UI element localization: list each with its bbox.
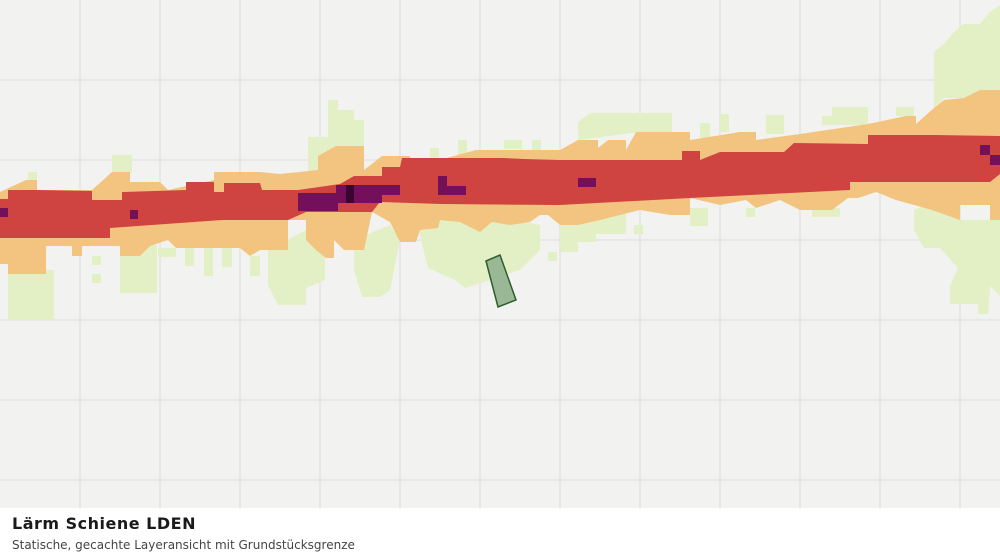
noise-zone-very-high xyxy=(0,145,1000,219)
map xyxy=(0,0,1000,508)
noise-zone-extreme xyxy=(346,185,354,203)
caption: Lärm Schiene LDEN Statische, gecachte La… xyxy=(0,508,1000,560)
layer-subtitle: Statische, gecachte Layeransicht mit Gru… xyxy=(12,538,355,552)
layer-title: Lärm Schiene LDEN xyxy=(12,514,196,533)
noise-zone-high xyxy=(0,135,1000,245)
parcel-boundary[interactable] xyxy=(485,253,517,309)
